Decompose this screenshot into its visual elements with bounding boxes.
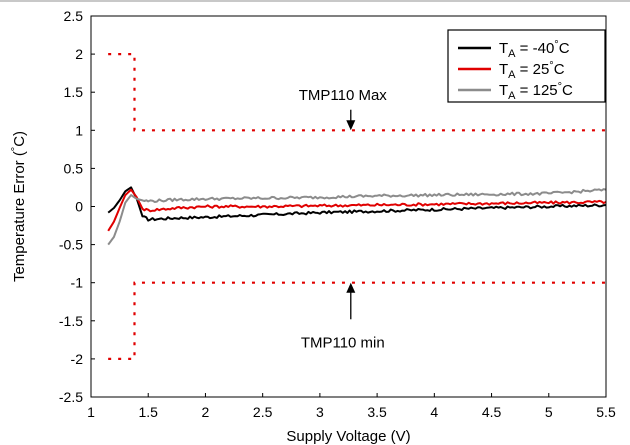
annotation-max-arrow-head (346, 120, 356, 131)
series-line-2 (107, 188, 607, 246)
x-axis-label: Supply Voltage (V) (286, 428, 410, 445)
legend-label: TA = 25°C (499, 60, 565, 81)
x-tick-label: 3.5 (367, 404, 387, 420)
y-tick-label: 1.5 (64, 84, 84, 100)
y-tick-label: 1 (75, 122, 83, 138)
x-tick-label: 1.5 (138, 404, 158, 420)
y-axis-label: Temperature Error (°C) (10, 131, 28, 282)
series-line-0 (107, 186, 607, 222)
legend: TA = -40°CTA = 25°CTA = 125°C (447, 29, 606, 103)
y-axis-ticks: 2.5 2 1.5 1 0.5 0 -0.5 -1 -1.5 -2 -2.5 (59, 8, 95, 405)
x-tick-label: 4.5 (482, 404, 502, 420)
y-tick-label: -0.5 (59, 237, 83, 253)
annotation-max-text: TMP110 Max (299, 87, 388, 104)
series-line-1 (107, 188, 607, 232)
x-tick-label: 5 (545, 404, 553, 420)
x-tick-label: 1 (87, 404, 95, 420)
data-series (107, 186, 607, 246)
x-tick-label: 5.5 (596, 404, 616, 420)
y-tick-label: -1.5 (59, 313, 83, 329)
annotation-min-arrow-head (346, 282, 356, 293)
x-tick-label: 3 (316, 404, 324, 420)
y-tick-label: -1 (71, 275, 84, 291)
y-tick-label: -2 (71, 351, 84, 367)
x-tick-label: 2.5 (253, 404, 273, 420)
legend-label: TA = -40°C (499, 39, 570, 60)
legend-label: TA = 125°C (499, 81, 573, 102)
top-border (0, 0, 630, 2)
annotation-min-text: TMP110 min (301, 334, 385, 351)
y-tick-label: 2 (75, 46, 83, 62)
y-tick-label: 0 (75, 199, 83, 215)
x-tick-label: 4 (430, 404, 438, 420)
y-tick-label: 2.5 (64, 8, 84, 24)
y-tick-label: 0.5 (64, 160, 84, 176)
x-tick-label: 2 (202, 404, 210, 420)
x-axis-ticks: 1 1.5 2 2.5 3 3.5 4 4.5 5 5.5 (87, 393, 616, 420)
annotations: TMP110 Max TMP110 min (299, 87, 388, 352)
y-tick-label: -2.5 (59, 389, 83, 405)
